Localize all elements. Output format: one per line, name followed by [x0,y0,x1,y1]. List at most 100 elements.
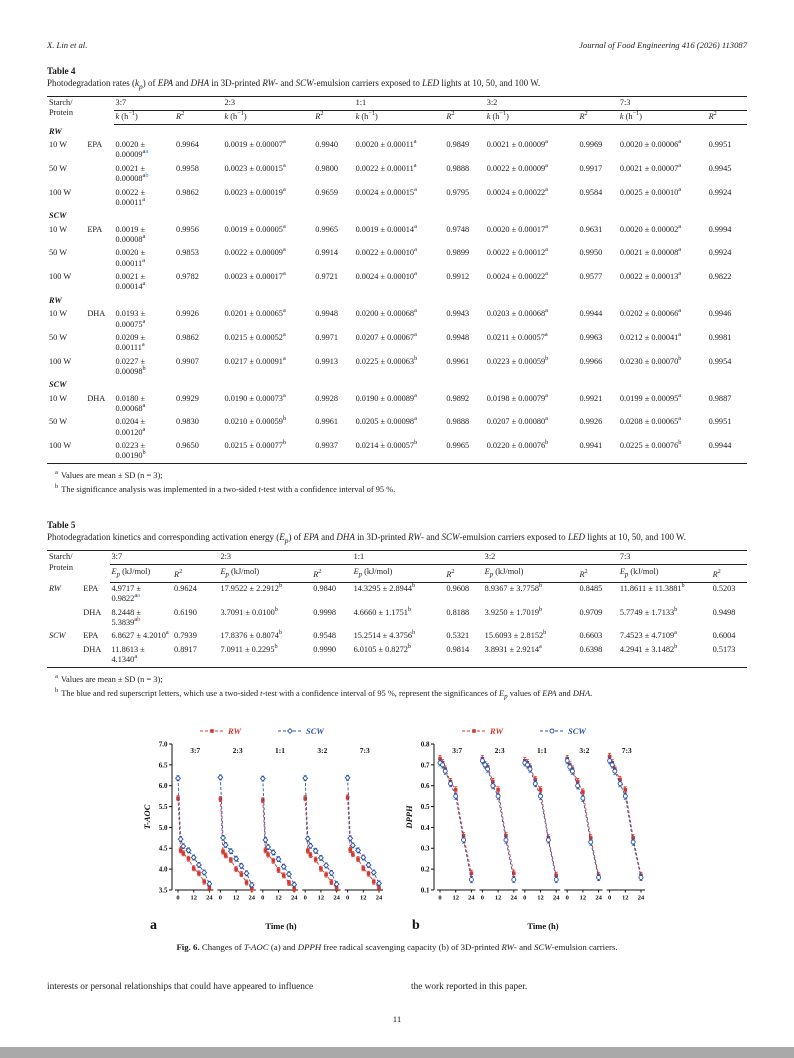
text-segment: R [712,569,718,579]
text-segment: R [708,112,714,122]
data-point-marker [438,756,442,761]
table5-label: Table 5 [47,520,76,531]
x-tick-label: 24 [333,894,340,901]
table-cell: 0.9822 [708,272,732,282]
data-point-marker [218,796,223,801]
table-row: DHA 11.8613 ± 4.1340a 0.8917 7.0911 ± 0.229… [47,643,747,667]
text-segment: 2 [181,110,185,118]
row-label-cell [47,643,81,667]
x-tick-label: 0 [261,894,264,901]
analyte-label-cell: DHA [87,393,106,403]
table-cell: 17.8376 ± 0.8074b [220,629,283,641]
data-point-marker [617,780,623,786]
table-cell: 0.9659 [315,187,339,197]
data-point-marker [238,862,245,869]
text-segment: E [353,566,359,576]
table-row: 100 W 0.0021 ± 0.00014a 0.9782 0.0023 ± 0.0… [47,271,747,295]
table-row: 10 W EPA 0.0020 ± 0.00009aa 0.9964 0.0019 ± … [47,139,747,163]
text-segment: ) [134,112,138,122]
data-point-marker [223,853,228,857]
table-row: SCW [47,210,747,223]
body-text: interests or personal relationships that… [47,982,747,992]
table-cell: 0.6398 [579,644,603,654]
y-tick-label: 0.4 [421,823,430,831]
series-line-RW [481,758,515,874]
data-point-marker [190,854,197,861]
legend-label: RW [489,726,505,736]
table-cell: 0.0193 ± 0.00075a [115,309,146,329]
table-cell: 0.9862 [176,187,199,197]
table-cell: 0.9951 [708,140,732,150]
data-point-marker [217,773,224,781]
data-point-marker [461,833,466,838]
text-segment: (h [359,112,369,122]
table-row: SCW EPA 6.8627 ± 4.2010a 0.7939 17.8376 ± 0.… [47,630,747,643]
analyte-label-cell [85,355,113,379]
text-segment: and [556,688,573,698]
data-point-marker [485,766,491,772]
table-cell: 15.2514 ± 4.3756b [353,629,416,641]
table-cell: 0.9990 [313,644,337,654]
table-cell: 0.9631 [579,224,603,234]
table-cell: 0.9782 [176,272,199,282]
text-segment: R [446,569,452,579]
series-line-SCW [566,760,600,878]
table-cell: 0.9950 [579,248,603,258]
data-point-marker [334,886,339,890]
row-label-cell: 100 W [49,272,72,282]
table-row: SCW [47,379,747,392]
data-point-marker [351,851,355,856]
data-point-marker [588,835,593,840]
analyte-label-cell: EPA [87,224,103,234]
data-point-marker [306,848,310,853]
data-point-marker [524,762,530,767]
data-point-marker [496,787,500,792]
text-segment: E [220,566,226,576]
data-point-marker [280,863,287,870]
text-segment: k [134,78,139,88]
table-cell: 0.0019 ± 0.00005a [224,222,286,234]
table-cell: 0.9971 [315,332,339,342]
table-row: 10 W DHA 0.0180 ± 0.00068a 0.9929 0.0190 ± 0… [47,392,747,416]
data-point-marker [263,848,268,852]
data-point-marker [176,796,180,800]
data-point-marker [448,780,453,786]
table-cell: 0.0208 ± 0.00065a [619,415,682,427]
data-point-marker [545,837,551,843]
x-tick-label: 24 [553,894,560,901]
text-segment: Changes of [199,941,244,952]
text-segment: (h [490,112,500,122]
table5-footnotes: a Values are mean ± SD (n = 3); b The blue … [47,672,747,702]
row-label-cell: 100 W [49,187,72,197]
table-cell: 3.9250 ± 1.7019b [484,605,543,617]
table-cell: 0.0230 ± 0.00070b [619,354,682,366]
analyte-label-cell [85,271,113,295]
table-cell: 0.0022 ± 0.00009a [224,246,286,258]
data-point-marker [468,876,474,882]
table-cell: 0.0024 ± 0.00022a [486,270,548,282]
text-segment: lights at 10, 50, and 100 W. [439,78,541,88]
legend-label: SCW [306,726,325,736]
y-tick-label: 4.0 [159,865,168,873]
data-point-marker [191,866,196,870]
text-segment: and [318,532,337,543]
data-point-marker [206,880,213,887]
text-segment: 2 [717,567,721,575]
table-cell: 0.0020 ± 0.00002a [619,222,682,234]
body-text-right-column: the work reported in this paper. [411,981,528,992]
text-segment: R [579,112,585,122]
table-cell: 0.0025 ± 0.00010a [619,185,682,197]
ratio-group-header: 7:3 [617,550,747,566]
data-point-marker [503,837,509,843]
text-segment: E [111,566,117,576]
y-axis-label: DPPH [404,805,414,830]
data-point-marker [440,762,446,767]
table-cell: 0.5203 [712,584,736,593]
subpanel-ratio-label: 3:7 [452,746,462,755]
value-column-header: k (h−1) [353,110,445,126]
table-cell: 8.2448 ± 5.3839ab [111,607,141,628]
table-cell: 0.9921 [579,393,603,403]
data-point-marker [472,728,476,733]
subpanel-ratio-label: 7:3 [360,746,370,755]
